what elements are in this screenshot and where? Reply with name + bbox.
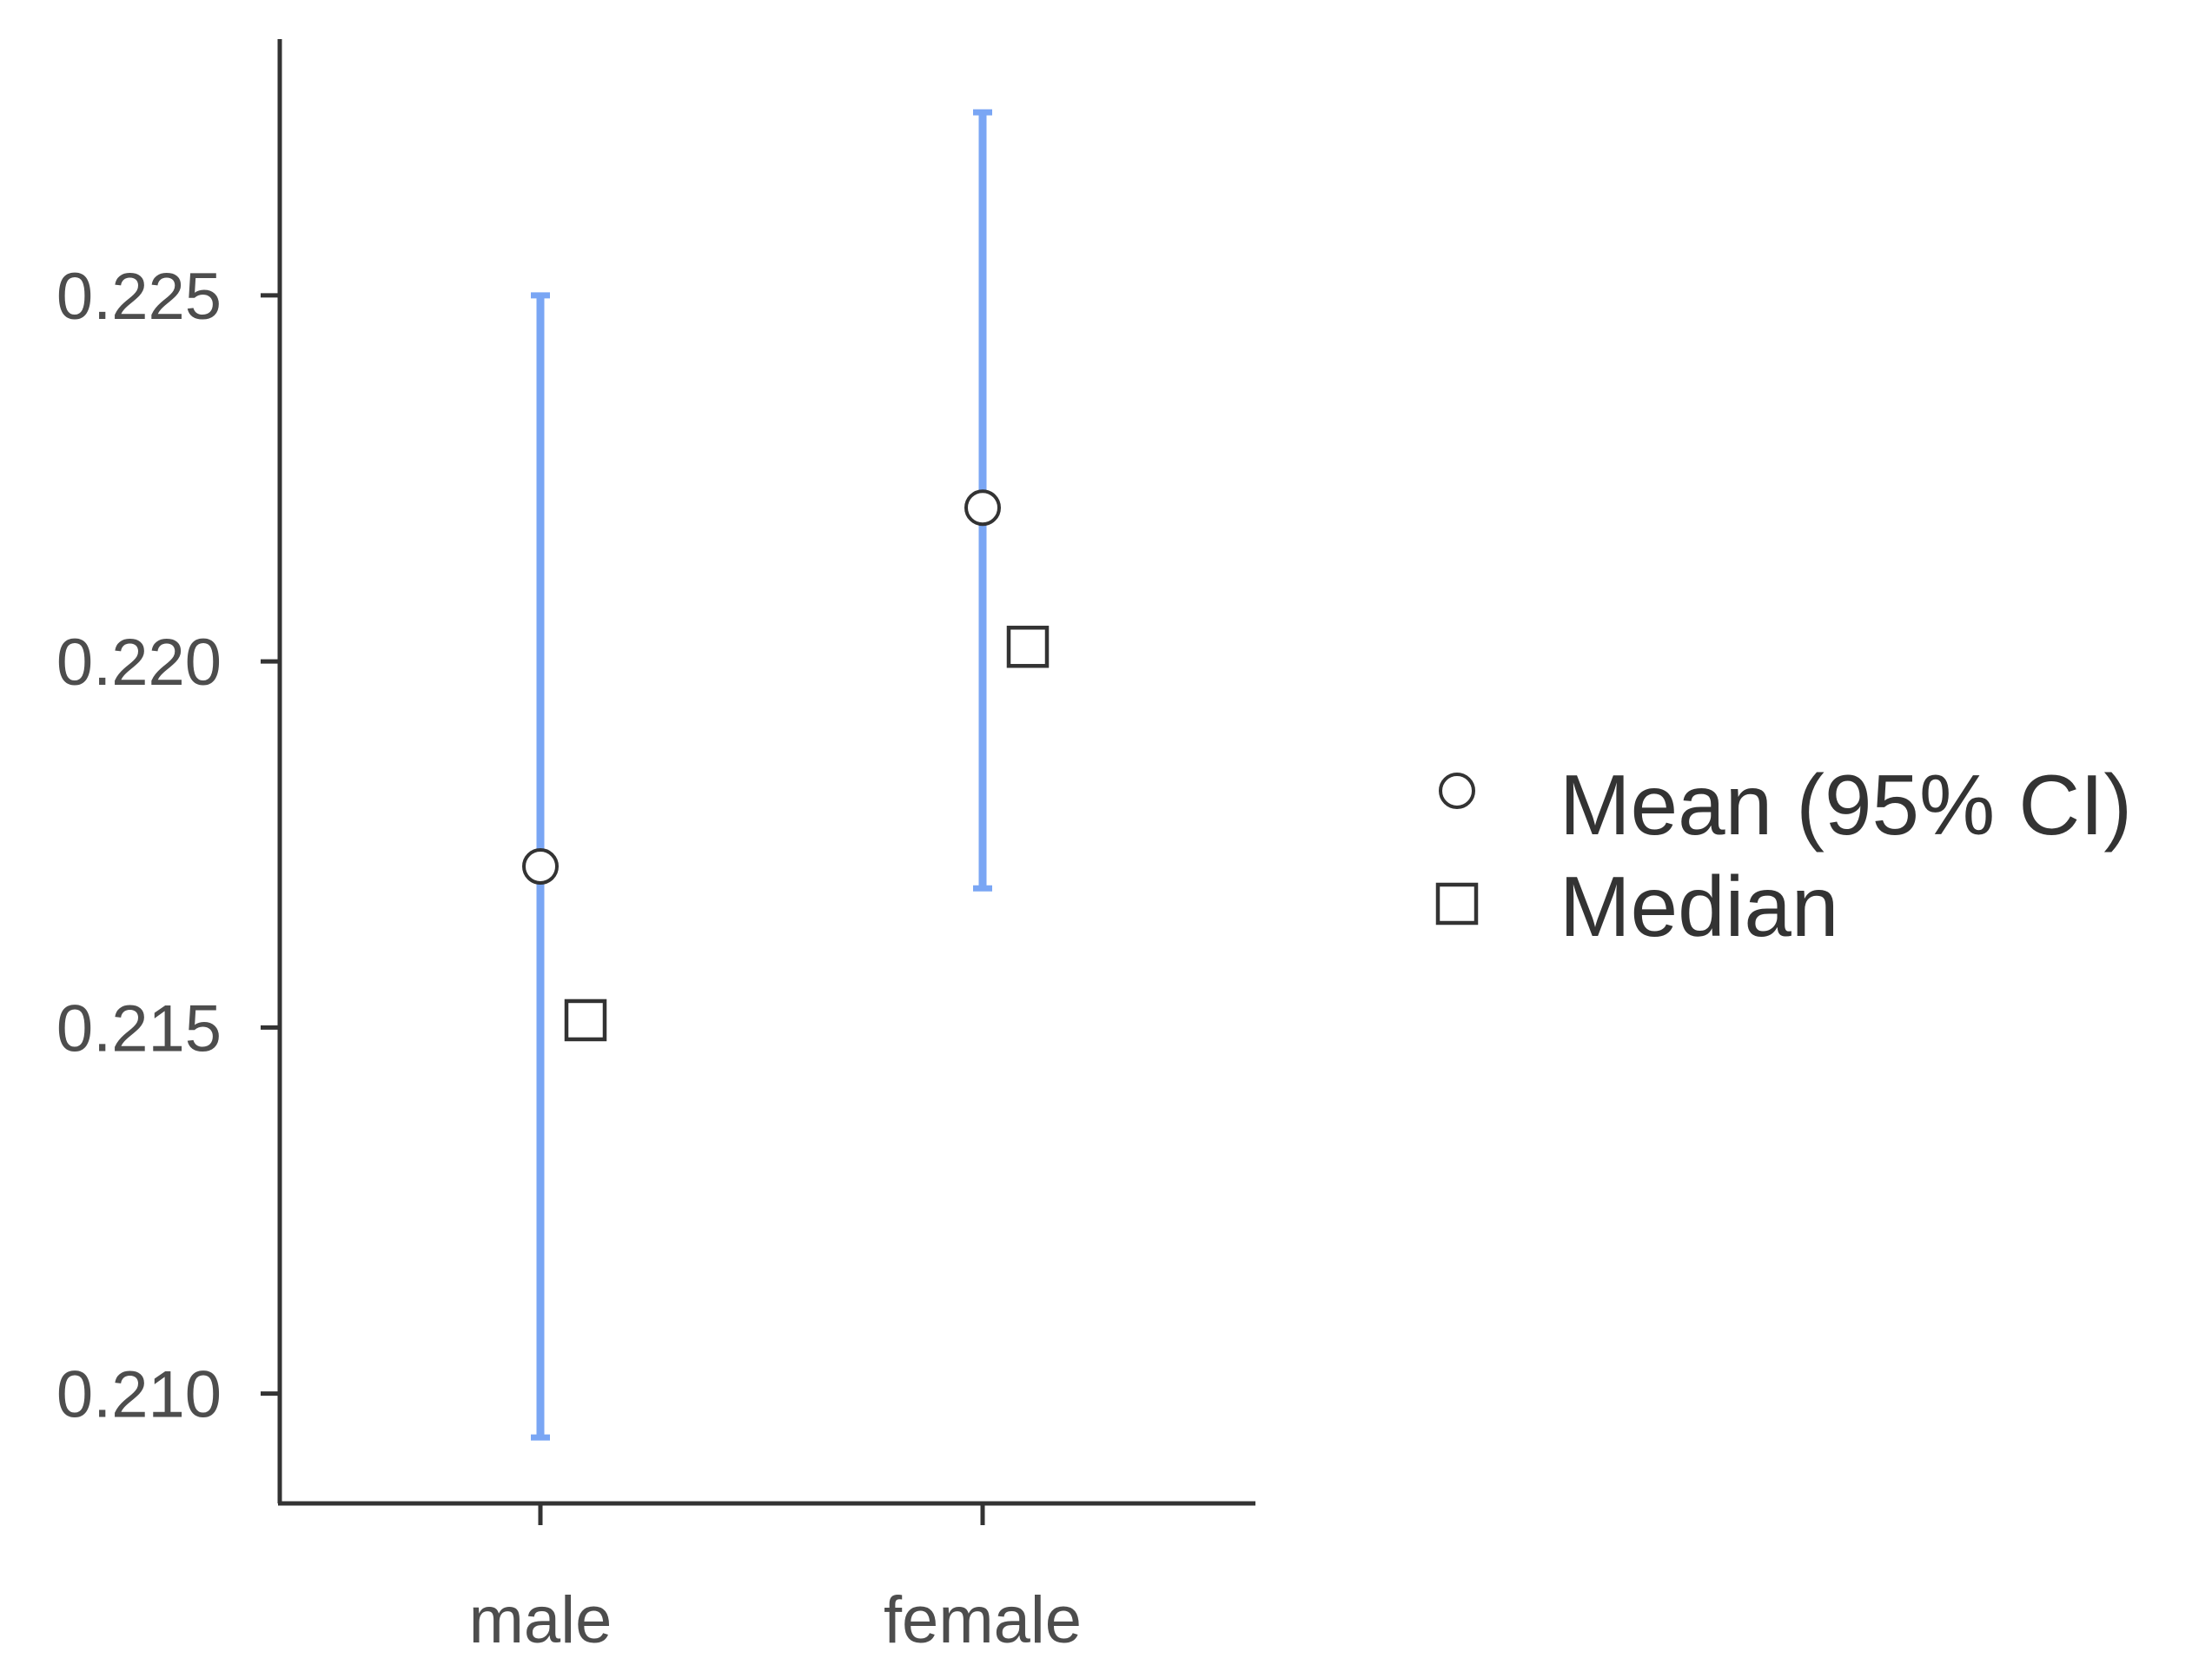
legend-label-mean: Mean (95% CI): [1560, 757, 2132, 853]
median-point-female: [1006, 626, 1050, 668]
x-tick-label-male: male: [469, 1583, 613, 1657]
legend-key-mean: [1439, 773, 1475, 809]
y-ticks: 0.210 0.215 0.220 0.225: [56, 260, 280, 1432]
mean-point-male: [522, 848, 559, 886]
y-tick-label: 0.220: [56, 626, 222, 700]
y-tick-label: 0.225: [56, 260, 222, 334]
errorbar-layer: [531, 109, 992, 1441]
legend: Mean (95% CI)Median: [1435, 757, 2132, 954]
marker-layer: [522, 489, 1050, 1042]
y-tick-label: 0.210: [56, 1358, 222, 1432]
x-tick-label-female: female: [884, 1583, 1082, 1657]
legend-key-median: [1435, 882, 1479, 926]
y-tick-label: 0.215: [56, 992, 222, 1065]
x-ticks: male female: [469, 1503, 1082, 1657]
legend-label-median: Median: [1560, 859, 1838, 954]
median-point-male: [564, 999, 607, 1042]
mean-point-female: [964, 489, 1001, 527]
axes: [277, 39, 1255, 1506]
